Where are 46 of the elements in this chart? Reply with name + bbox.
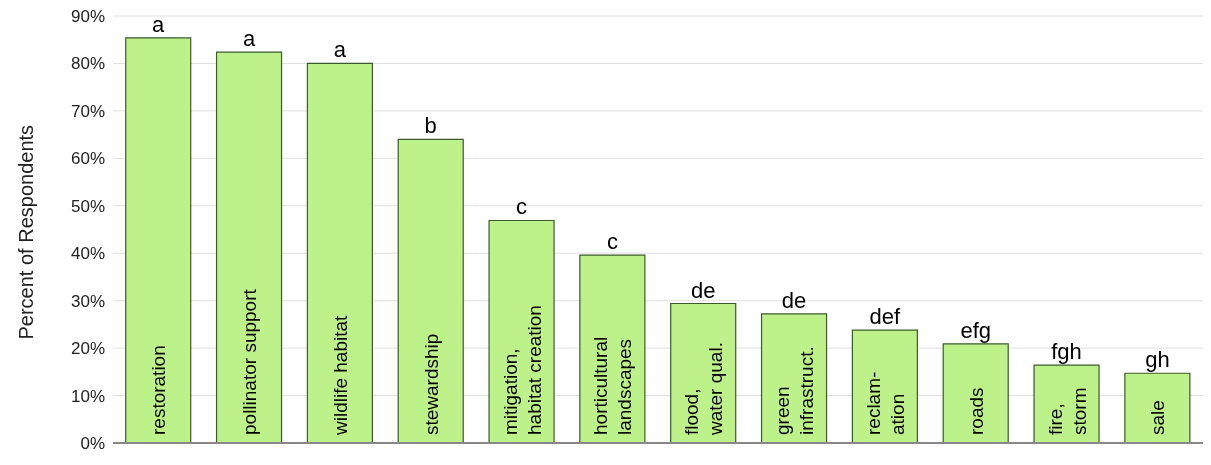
- y-tick-label: 40%: [70, 244, 105, 264]
- y-axis-title: Percent of Respondents: [15, 124, 38, 340]
- x-tick-label: stewardship: [420, 333, 442, 435]
- bar: [125, 37, 192, 443]
- data-label: c: [516, 194, 528, 220]
- y-tick-label: 80%: [70, 54, 105, 74]
- bar: [670, 302, 737, 443]
- data-label: fgh: [1051, 339, 1082, 365]
- y-tick-label: 20%: [70, 339, 105, 359]
- data-label: c: [606, 229, 618, 255]
- data-label: de: [781, 287, 807, 313]
- data-label: a: [152, 11, 166, 37]
- y-tick-label: 60%: [70, 149, 105, 169]
- x-tick-label: reclam- ation: [862, 371, 908, 435]
- data-label: b: [424, 113, 437, 139]
- y-tick-label: 50%: [70, 196, 105, 216]
- bar: [851, 329, 918, 443]
- y-tick-label: 90%: [70, 7, 105, 27]
- bar: [1033, 364, 1100, 443]
- y-tick-label: 0%: [80, 434, 105, 454]
- x-tick-label: green infrastruct.: [772, 346, 818, 435]
- data-label: gh: [1145, 347, 1170, 373]
- x-tick-label: horticultural landscapes: [590, 336, 636, 435]
- x-tick-label: flood, water qual.: [681, 342, 727, 436]
- data-label: def: [869, 304, 902, 330]
- y-tick-label: 30%: [70, 291, 105, 311]
- x-tick-label: sale: [1147, 400, 1169, 435]
- x-tick-label: wildlife habitat: [329, 314, 351, 436]
- x-tick-label: roads: [965, 387, 987, 435]
- bar: [488, 219, 555, 443]
- bar: [397, 138, 464, 443]
- bar: [215, 51, 283, 443]
- x-tick-label: mitigation, habitat creation: [499, 305, 545, 435]
- x-tick-label: restoration: [148, 345, 170, 435]
- bar: [1124, 372, 1191, 443]
- y-tick-label: 10%: [70, 386, 105, 406]
- data-label: efg: [960, 317, 992, 343]
- bar: [579, 254, 646, 443]
- data-label: de: [690, 277, 716, 303]
- bar: [306, 62, 373, 443]
- bar: [942, 343, 1009, 443]
- x-tick-label: pollinator support: [239, 288, 261, 435]
- data-label: a: [333, 37, 347, 63]
- y-tick-label: 70%: [70, 101, 105, 121]
- data-label: a: [242, 26, 256, 52]
- x-tick-label: fire, storm: [1044, 387, 1090, 435]
